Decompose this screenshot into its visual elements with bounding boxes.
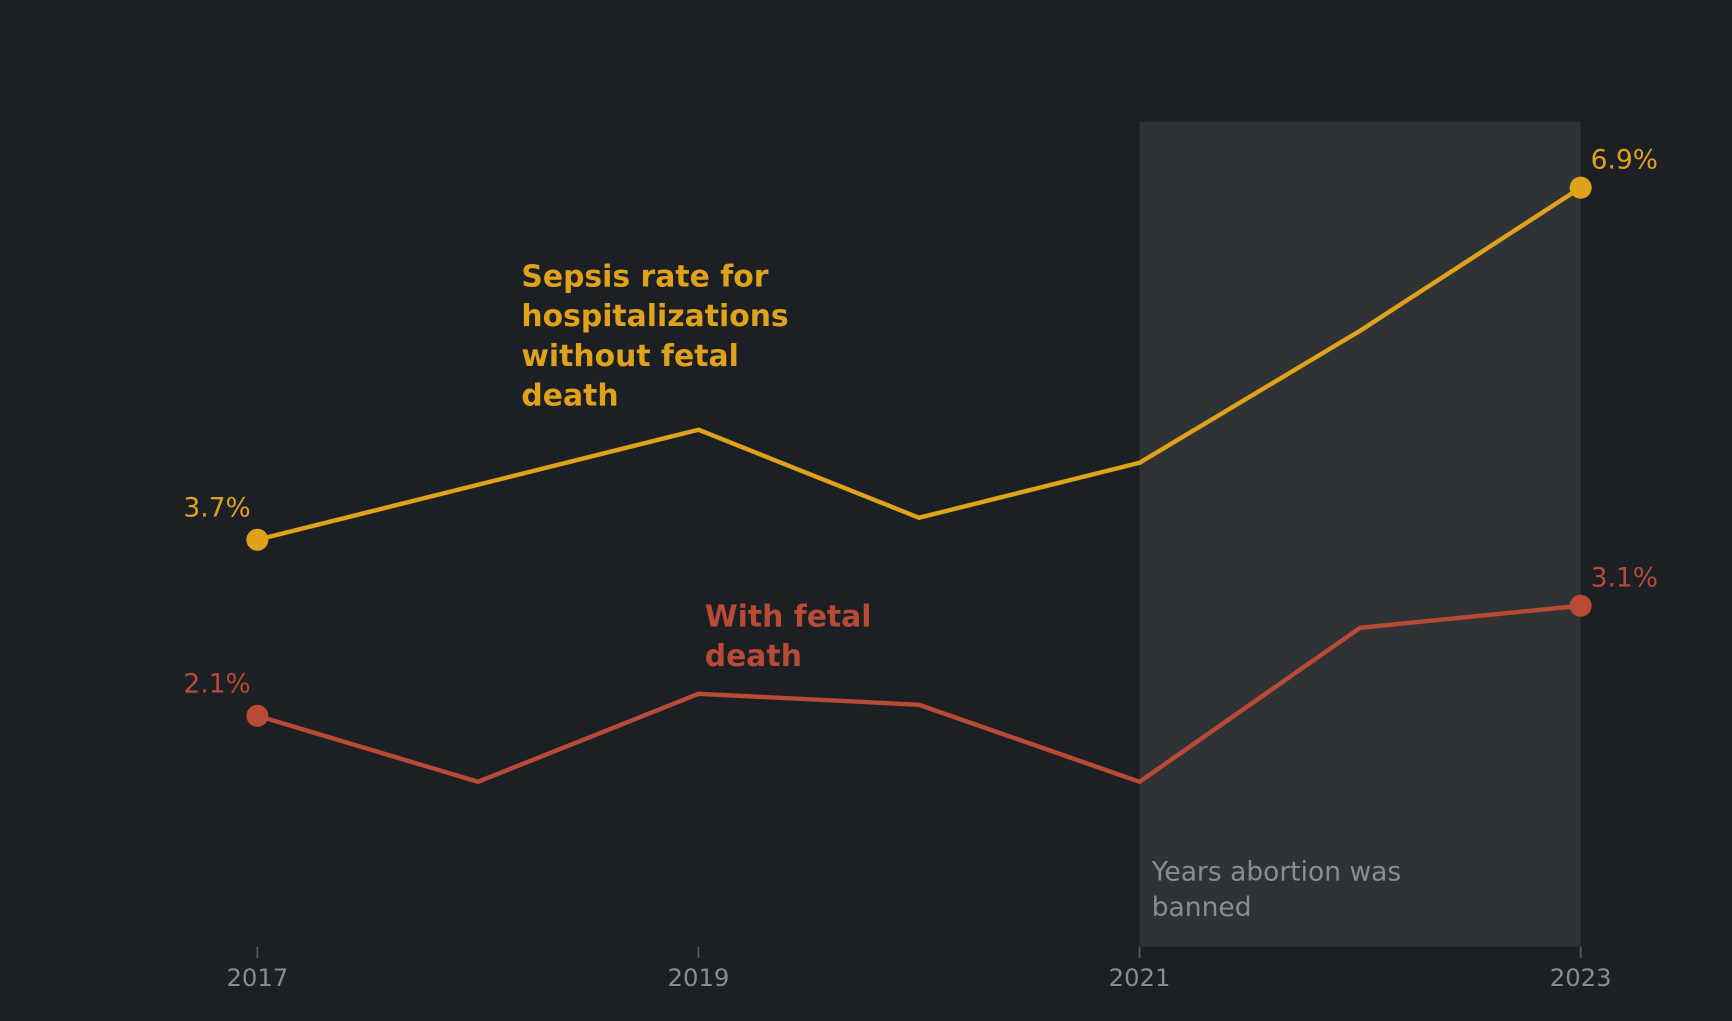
value-label: 3.1% — [1591, 563, 1658, 594]
series-label-box: With fetal death — [704, 599, 872, 674]
series-label: Sepsis rate for hospitalizations without… — [521, 259, 789, 414]
endpoint-marker — [1569, 594, 1592, 617]
endpoint-marker — [246, 704, 269, 727]
endpoint-marker — [1569, 176, 1592, 199]
series-label-box: Sepsis rate for hospitalizations without… — [521, 259, 789, 414]
shade-label-box: Years abortion was banned — [1151, 856, 1402, 923]
value-label: 3.7% — [183, 492, 250, 523]
value-label: 2.1% — [183, 668, 250, 699]
x-tick-label: 2023 — [1550, 963, 1612, 992]
x-tick-label: 2019 — [668, 963, 730, 992]
series-line — [256, 603, 1581, 784]
endpoint-marker — [246, 528, 269, 551]
x-tick-label: 2021 — [1109, 963, 1171, 992]
x-tick-label: 2017 — [226, 963, 288, 992]
shade-label: Years abortion was banned — [1151, 856, 1402, 923]
series-label: With fetal death — [704, 599, 872, 674]
shade-band — [1139, 121, 1581, 947]
series-line — [256, 185, 1582, 542]
value-label: 6.9% — [1591, 145, 1658, 176]
